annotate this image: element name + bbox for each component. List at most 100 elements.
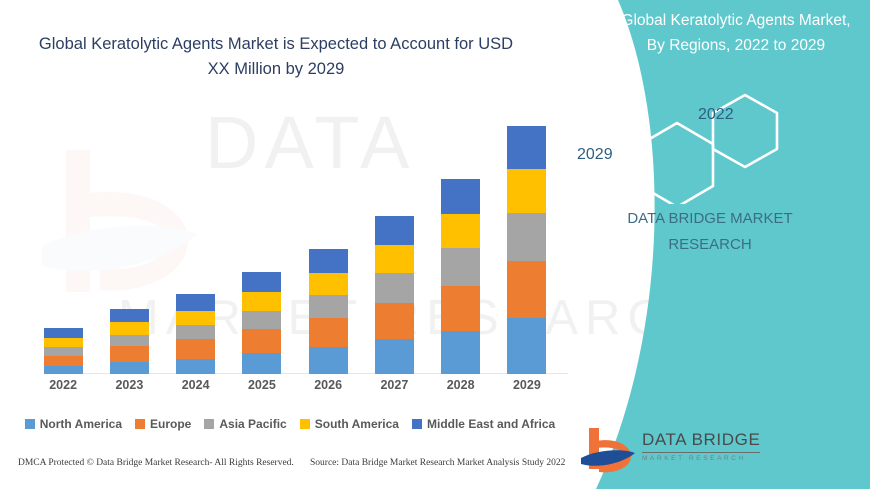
legend-item[interactable]: Europe (135, 417, 191, 431)
bar-stack-2025 (242, 272, 282, 374)
legend-label: South America (314, 417, 399, 431)
bar-segment (374, 273, 414, 303)
logo-subtitle: MARKET RESEARCH (642, 455, 746, 462)
hexagon-label-left: 2029 (577, 146, 613, 163)
bar-segment (43, 366, 83, 374)
bar-segment (43, 355, 83, 367)
bar-segment (176, 294, 216, 311)
legend-swatch-icon (299, 419, 310, 429)
right-panel-title: Global Keratolytic Agents Market, By Reg… (621, 12, 851, 54)
bar-stack-2023 (109, 308, 149, 374)
bar-column (498, 110, 556, 374)
data-bridge-logo: DATA BRIDGE MARKET RESEARCH (580, 425, 780, 481)
logo-name: DATA BRIDGE (642, 430, 761, 453)
footer-source-text: Source: Data Bridge Market Research Mark… (310, 458, 566, 468)
x-axis-label: 2025 (247, 378, 276, 392)
legend-swatch-icon (24, 419, 35, 429)
legend-swatch-icon (411, 419, 422, 429)
bar-stack-2027 (374, 216, 414, 374)
bar-segment (109, 361, 149, 374)
bar-stack-2028 (441, 178, 481, 374)
bar-segment (507, 260, 547, 319)
chart-legend: North America Europe Asia Pacific South Ame… (0, 417, 580, 431)
x-axis-label: 2027 (380, 378, 409, 392)
bar-segment (242, 310, 282, 329)
bar-segment (176, 339, 216, 359)
x-axis-label: 2028 (446, 378, 475, 392)
brand-text: DATA BRIDGE MARKET RESEARCH (627, 210, 793, 253)
bar-segment (242, 328, 282, 353)
hexagon-2022-shape (711, 93, 779, 169)
bar-stack-2026 (308, 249, 348, 374)
x-axis-label: 2023 (115, 378, 144, 392)
bar-column (299, 110, 357, 374)
stacked-bar-group (30, 110, 560, 374)
legend-label: Europe (150, 417, 192, 431)
bar-segment (374, 245, 414, 274)
chart-plot-area (30, 110, 568, 374)
legend-item[interactable]: North America (24, 417, 123, 431)
x-axis-label: 2024 (181, 378, 210, 392)
bar-stack-2022 (43, 327, 83, 374)
bar-segment (507, 318, 547, 374)
bar-segment (43, 338, 83, 348)
legend-label: North America (39, 417, 123, 431)
bar-segment (308, 318, 348, 348)
hexagon-label-right: 2022 (698, 106, 734, 123)
x-axis-label: 2026 (314, 378, 343, 392)
bar-segment (374, 216, 414, 246)
legend-swatch-icon (204, 419, 215, 429)
legend-item[interactable]: South America (299, 417, 399, 431)
bar-segment (374, 339, 414, 374)
legend-item[interactable]: Middle East and Africa (411, 417, 556, 431)
bar-segment (109, 346, 149, 362)
bar-segment (441, 248, 481, 286)
bar-segment (43, 327, 83, 339)
data-bridge-logo-text: DATA BRIDGE MARKET RESEARCH (642, 430, 761, 462)
bar-segment (441, 330, 481, 374)
bar-segment (109, 308, 149, 323)
bar-column (432, 110, 490, 374)
right-panel-content: Global Keratolytic Agents Market, By Reg… (550, 0, 870, 489)
bar-column (233, 110, 291, 374)
bar-segment (507, 169, 547, 214)
bar-segment (308, 273, 348, 296)
bar-segment (441, 213, 481, 249)
bar-segment (374, 302, 414, 340)
x-axis-label: 2029 (512, 378, 541, 392)
footer-dmca-text: DMCA Protected © Data Bridge Market Rese… (18, 458, 294, 468)
legend-swatch-icon (135, 419, 146, 429)
bar-segment (308, 347, 348, 374)
bar-segment (441, 178, 481, 214)
bar-segment (109, 334, 149, 347)
bar-segment (176, 310, 216, 325)
bar-segment (308, 295, 348, 319)
hexagon-badges (639, 93, 779, 204)
bar-segment (441, 285, 481, 331)
legend-label: Asia Pacific (219, 417, 287, 431)
hexagon-2029-shape (639, 121, 715, 204)
x-axis-labels: 2022 2023 2024 2025 2026 2027 2028 2029 (30, 378, 560, 392)
legend-label: Middle East and Africa (426, 417, 556, 431)
bar-column (34, 110, 92, 374)
x-axis-line (48, 373, 568, 374)
bar-column (167, 110, 225, 374)
bar-segment (308, 249, 348, 274)
bar-segment (242, 292, 282, 311)
bar-segment (109, 322, 149, 335)
left-panel: Global Keratolytic Agents Market is Expe… (0, 35, 580, 468)
bar-segment (242, 272, 282, 293)
legend-item[interactable]: Asia Pacific (204, 417, 287, 431)
bar-column (100, 110, 158, 374)
teal-background-shape (596, 0, 870, 489)
data-bridge-logo-icon (581, 428, 635, 473)
bar-segment (176, 358, 216, 374)
bar-segment (43, 347, 83, 356)
bar-segment (507, 126, 547, 170)
bar-column (365, 110, 423, 374)
bar-segment (176, 325, 216, 340)
bar-stack-2024 (176, 294, 216, 374)
page-title: Global Keratolytic Agents Market is Expe… (38, 35, 514, 78)
bar-segment (242, 352, 282, 374)
